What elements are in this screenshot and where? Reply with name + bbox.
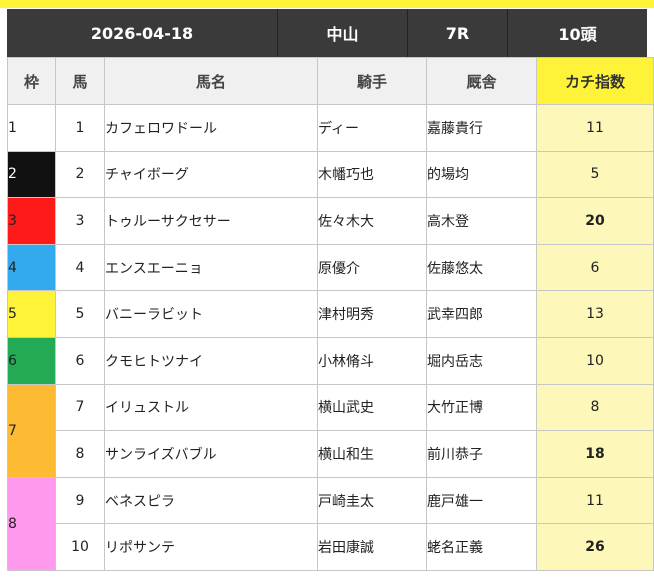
jockey-cell: ディー bbox=[317, 104, 427, 152]
horse-number-cell: 10 bbox=[55, 523, 105, 571]
horse-name-cell: リポサンテ bbox=[104, 523, 318, 571]
horse-name-cell: カフェロワドール bbox=[104, 104, 318, 152]
table-header-row: 枠 馬 馬名 騎手 厩舎 カチ指数 bbox=[7, 57, 654, 105]
trainer-cell: 武幸四郎 bbox=[426, 290, 537, 338]
horse-name-cell: ベネスピラ bbox=[104, 476, 318, 525]
jockey-cell: 戸崎圭太 bbox=[317, 476, 427, 525]
horse-name-cell: クモヒトツナイ bbox=[104, 336, 318, 385]
table-row: 1 1 カフェロワドール ディー 嘉藤貴行 11 bbox=[7, 104, 654, 152]
kachi-index-cell: 26 bbox=[536, 523, 654, 571]
horse-number-cell: 8 bbox=[55, 430, 105, 478]
race-venue: 中山 bbox=[278, 9, 408, 57]
horse-name-cell: トゥルーサクセサー bbox=[104, 197, 318, 245]
horse-name-cell: チャイボーグ bbox=[104, 150, 318, 199]
table-row: 5 5 バニーラビット 津村明秀 武幸四郎 13 bbox=[7, 290, 654, 338]
waku-cell: 7 bbox=[7, 383, 56, 478]
jockey-cell: 岩田康誠 bbox=[317, 523, 427, 571]
entries-table: 枠 馬 馬名 騎手 厩舎 カチ指数 1 1 カフェロワドール ディー 嘉藤貴行 11 2 2 チ… bbox=[7, 57, 654, 571]
table-row: 4 4 エンスエーニョ 原優介 佐藤悠太 6 bbox=[7, 243, 654, 292]
kachi-index-cell: 13 bbox=[536, 290, 654, 338]
top-accent-strip bbox=[0, 0, 654, 8]
horse-number-cell: 2 bbox=[55, 150, 105, 199]
kachi-index-cell: 20 bbox=[536, 197, 654, 245]
horse-number-cell: 5 bbox=[55, 290, 105, 338]
horse-number-cell: 7 bbox=[55, 383, 105, 432]
jockey-cell: 木幡巧也 bbox=[317, 150, 427, 199]
horse-name-cell: バニーラビット bbox=[104, 290, 318, 338]
table-body: 1 1 カフェロワドール ディー 嘉藤貴行 11 2 2 チャイボーグ 木幡巧也 的場均 5 3 3 トゥル… bbox=[7, 104, 654, 571]
table-row: 8 9 ベネスピラ 戸崎圭太 鹿戸雄一 11 bbox=[7, 476, 654, 571]
race-date: 2026-04-18 bbox=[7, 9, 278, 57]
waku-cell: 1 bbox=[7, 104, 56, 152]
kachi-index-cell: 8 bbox=[536, 383, 654, 432]
trainer-cell: 堀内岳志 bbox=[426, 336, 537, 385]
table-row: 7 7 イリュストル 横山武史 大竹正博 8 bbox=[7, 383, 654, 478]
waku-cell: 8 bbox=[7, 476, 56, 571]
horse-number-cell: 4 bbox=[55, 243, 105, 292]
horse-name-cell: イリュストル bbox=[104, 383, 318, 432]
jockey-cell: 横山和生 bbox=[317, 430, 427, 478]
column-header-kachi-index: カチ指数 bbox=[536, 57, 654, 105]
waku-cell: 3 bbox=[7, 197, 56, 245]
trainer-cell: 鹿戸雄一 bbox=[426, 476, 537, 525]
kachi-index-cell: 5 bbox=[536, 150, 654, 199]
column-header-waku: 枠 bbox=[7, 57, 56, 105]
trainer-cell: 佐藤悠太 bbox=[426, 243, 537, 292]
table-row: 3 3 トゥルーサクセサー 佐々木大 高木登 20 bbox=[7, 197, 654, 245]
trainer-cell: 蛯名正義 bbox=[426, 523, 537, 571]
table-row: 10 リポサンテ 岩田康誠 蛯名正義 26 bbox=[8, 523, 654, 571]
runner-count: 10頭 bbox=[508, 9, 647, 57]
table-row: 8 サンライズバブル 横山和生 前川恭子 18 bbox=[8, 430, 654, 478]
jockey-cell: 原優介 bbox=[317, 243, 427, 292]
horse-name-cell: エンスエーニョ bbox=[104, 243, 318, 292]
kachi-index-cell: 18 bbox=[536, 430, 654, 478]
horse-number-cell: 6 bbox=[55, 336, 105, 385]
trainer-cell: 嘉藤貴行 bbox=[426, 104, 537, 152]
trainer-cell: 高木登 bbox=[426, 197, 537, 245]
column-header-horse-name: 馬名 bbox=[104, 57, 318, 105]
horse-number-cell: 1 bbox=[55, 104, 105, 152]
column-header-jockey: 騎手 bbox=[317, 57, 427, 105]
horse-number-cell: 3 bbox=[55, 197, 105, 245]
kachi-index-cell: 11 bbox=[536, 104, 654, 152]
jockey-cell: 津村明秀 bbox=[317, 290, 427, 338]
jockey-cell: 小林脩斗 bbox=[317, 336, 427, 385]
column-header-horse-number: 馬 bbox=[55, 57, 105, 105]
horse-name-cell: サンライズバブル bbox=[104, 430, 318, 478]
kachi-index-cell: 11 bbox=[536, 476, 654, 525]
trainer-cell: 前川恭子 bbox=[426, 430, 537, 478]
waku-cell: 5 bbox=[7, 290, 56, 338]
waku-cell: 2 bbox=[7, 150, 56, 199]
column-header-trainer: 厩舎 bbox=[426, 57, 537, 105]
trainer-cell: 大竹正博 bbox=[426, 383, 537, 432]
waku-cell: 4 bbox=[7, 243, 56, 292]
kachi-index-cell: 6 bbox=[536, 243, 654, 292]
table-row: 2 2 チャイボーグ 木幡巧也 的場均 5 bbox=[7, 150, 654, 199]
horse-number-cell: 9 bbox=[55, 476, 105, 525]
jockey-cell: 佐々木大 bbox=[317, 197, 427, 245]
waku-cell: 6 bbox=[7, 336, 56, 385]
jockey-cell: 横山武史 bbox=[317, 383, 427, 432]
kachi-index-cell: 10 bbox=[536, 336, 654, 385]
table-row: 6 6 クモヒトツナイ 小林脩斗 堀内岳志 10 bbox=[7, 336, 654, 385]
race-number: 7R bbox=[408, 9, 508, 57]
trainer-cell: 的場均 bbox=[426, 150, 537, 199]
